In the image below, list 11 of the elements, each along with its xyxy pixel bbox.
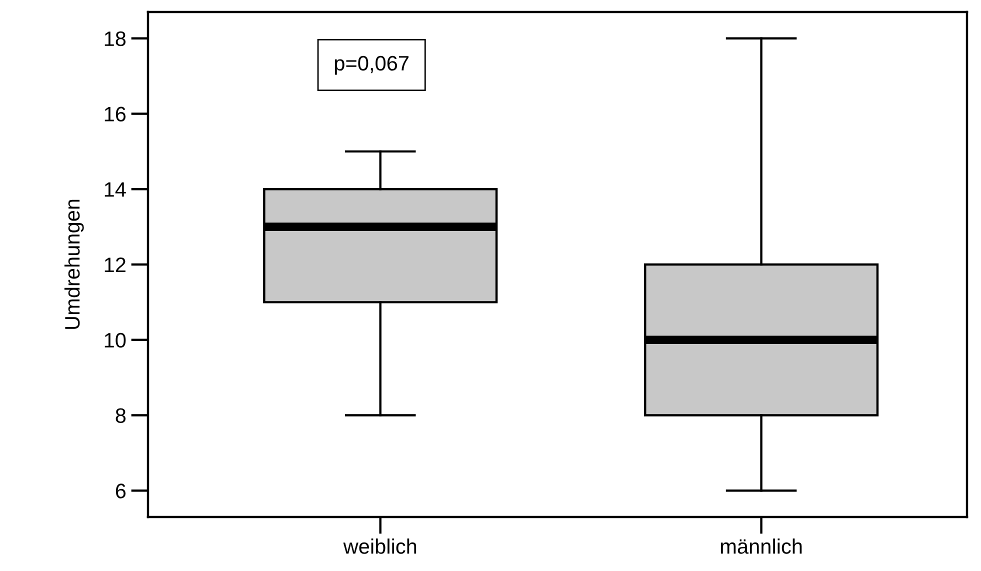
y-tick-label: 10 [104,332,126,348]
y-tick-label: 6 [116,484,126,498]
y-tick-label: 18 [104,31,126,46]
y-tick-label: 16 [104,106,126,122]
y-tick-label: 8 [116,408,126,423]
x-tick-label: weiblich [343,538,416,554]
y-axis-title: Umdrehungen [64,200,84,329]
annotation: p=0,067 [334,56,408,75]
y-tick-label: 14 [104,182,126,197]
x-tick-label: männlich [720,538,802,554]
y-tick-label: 12 [104,258,126,272]
